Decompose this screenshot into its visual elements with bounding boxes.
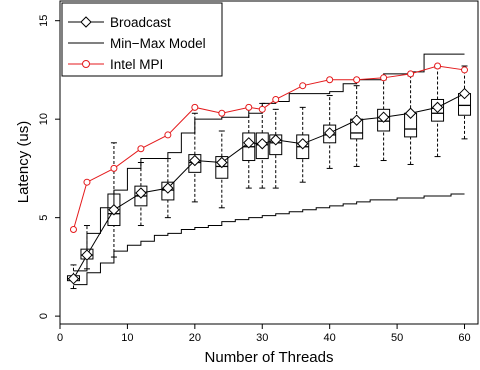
x-tick-label: 30 <box>256 332 268 344</box>
intel-mpi-point <box>218 109 226 117</box>
x-tick-label: 20 <box>189 332 201 344</box>
intel-mpi-point <box>110 164 118 172</box>
intel-mpi-point <box>164 131 172 139</box>
intel-mpi-point <box>191 103 199 111</box>
legend: Broadcast Min−Max Model Intel MPI <box>61 2 223 77</box>
intel-mpi-point <box>83 178 91 186</box>
legend-label-min-max-model: Min−Max Model <box>110 36 206 51</box>
intel-mpi-point <box>137 145 145 153</box>
intel-mpi-point <box>353 76 361 84</box>
box-iqr <box>377 108 391 132</box>
x-axis-title: Number of Threads <box>205 349 334 366</box>
broadcast-point <box>81 249 93 261</box>
intel-mpi-point <box>299 82 307 90</box>
legend-marker-intel-mpi <box>82 60 90 68</box>
intel-mpi-point <box>461 66 469 74</box>
x-tick-label: 0 <box>57 332 63 344</box>
intel-mpi-point <box>326 76 334 84</box>
x-tick-label: 10 <box>121 332 133 344</box>
box-iqr <box>215 156 229 179</box>
y-axis-ticks: 0 5 10 15 <box>38 15 60 319</box>
min-max-model-lower-line <box>73 193 465 286</box>
x-axis-ticks: 0 10 20 30 40 50 60 <box>57 324 471 344</box>
broadcast-point <box>216 156 228 169</box>
broadcast-point <box>297 138 309 150</box>
broadcast-point <box>189 154 201 167</box>
broadcast-point <box>135 187 147 199</box>
broadcast-point <box>270 134 282 146</box>
broadcast-line <box>73 93 465 279</box>
box-iqr <box>323 124 337 144</box>
x-tick-label: 40 <box>324 332 336 344</box>
box-iqr <box>161 181 175 201</box>
intel-mpi-point <box>380 74 388 82</box>
intel-mpi-point <box>272 95 280 103</box>
box-iqr <box>431 98 445 122</box>
series-lines <box>73 53 465 286</box>
broadcast-point <box>431 101 444 114</box>
broadcast-point <box>350 114 363 126</box>
box-iqr <box>188 154 202 173</box>
plot-frame <box>59 0 479 325</box>
legend-label-intel-mpi: Intel MPI <box>110 57 163 72</box>
broadcast-point <box>256 138 268 150</box>
intel-mpi-point <box>69 225 77 233</box>
intel-mpi-line <box>73 65 465 230</box>
broadcast-point <box>108 204 120 216</box>
broadcast-point <box>162 182 174 194</box>
box-plots <box>66 65 472 290</box>
broadcast-point <box>458 87 471 100</box>
box-iqr <box>255 132 269 160</box>
y-tick-label: 15 <box>38 15 50 27</box>
series-markers <box>67 62 471 285</box>
y-tick-label: 10 <box>38 113 50 125</box>
y-axis-title: Latency (us) <box>15 121 32 204</box>
broadcast-point <box>323 127 336 139</box>
intel-mpi-point <box>245 103 253 111</box>
broadcast-point <box>404 107 417 119</box>
x-tick-label: 60 <box>458 332 470 344</box>
legend-label-broadcast: Broadcast <box>110 15 171 30</box>
y-tick-label: 0 <box>38 313 50 319</box>
broadcast-point <box>377 111 390 123</box>
intel-mpi-point <box>258 105 266 113</box>
broadcast-point <box>67 272 80 285</box>
x-tick-label: 50 <box>391 332 403 344</box>
intel-mpi-point <box>407 70 415 78</box>
broadcast-point <box>243 137 255 149</box>
y-tick-label: 5 <box>38 215 50 221</box>
legend-marker-broadcast <box>80 16 92 28</box>
intel-mpi-point <box>434 62 442 70</box>
min-max-model-upper-line <box>73 53 465 272</box>
